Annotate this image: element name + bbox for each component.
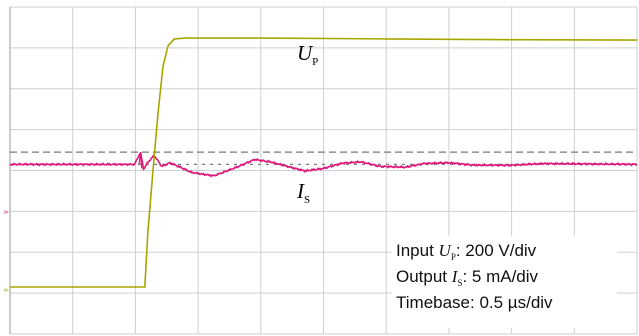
voltage-trace-up — [10, 37, 638, 288]
channel-markers: ⊳ ⊳ — [4, 210, 9, 294]
annotation-output-prefix: Output — [396, 267, 452, 286]
is-trace-label: IS — [296, 179, 310, 206]
is-label-sub: S — [304, 194, 310, 206]
up-trace-label: UP — [297, 41, 318, 68]
traces — [9, 37, 638, 288]
current-trace-spike — [138, 152, 143, 169]
channel-marker-current: ⊳ — [4, 210, 9, 216]
annotation-input-line: Input UP: 200 V/div — [396, 241, 537, 262]
channel-marker-voltage: ⊳ — [4, 288, 9, 294]
annotation-input-prefix: Input — [396, 241, 439, 260]
current-trace-is — [9, 152, 638, 178]
annotation-background — [392, 236, 617, 328]
annotation-output-line: Output IS: 5 mA/div — [396, 267, 539, 288]
annotation-input-suffix: : 200 V/div — [456, 241, 537, 260]
annotation-input-sub: P — [451, 252, 456, 262]
up-label-sub: P — [312, 56, 318, 68]
annotation-output-suffix: : 5 mA/div — [462, 267, 538, 286]
up-label-symbol: U — [297, 41, 314, 65]
annotation-output-sub: S — [457, 278, 462, 288]
scale-annotation: Input UP: 200 V/div Output IS: 5 mA/div … — [392, 236, 617, 328]
annotation-input-symbol: U — [439, 241, 453, 260]
annotation-output-symbol: I — [451, 267, 459, 286]
is-label-symbol: I — [296, 179, 305, 203]
annotation-timebase-line: Timebase: 0.5 µs/div — [396, 293, 553, 312]
